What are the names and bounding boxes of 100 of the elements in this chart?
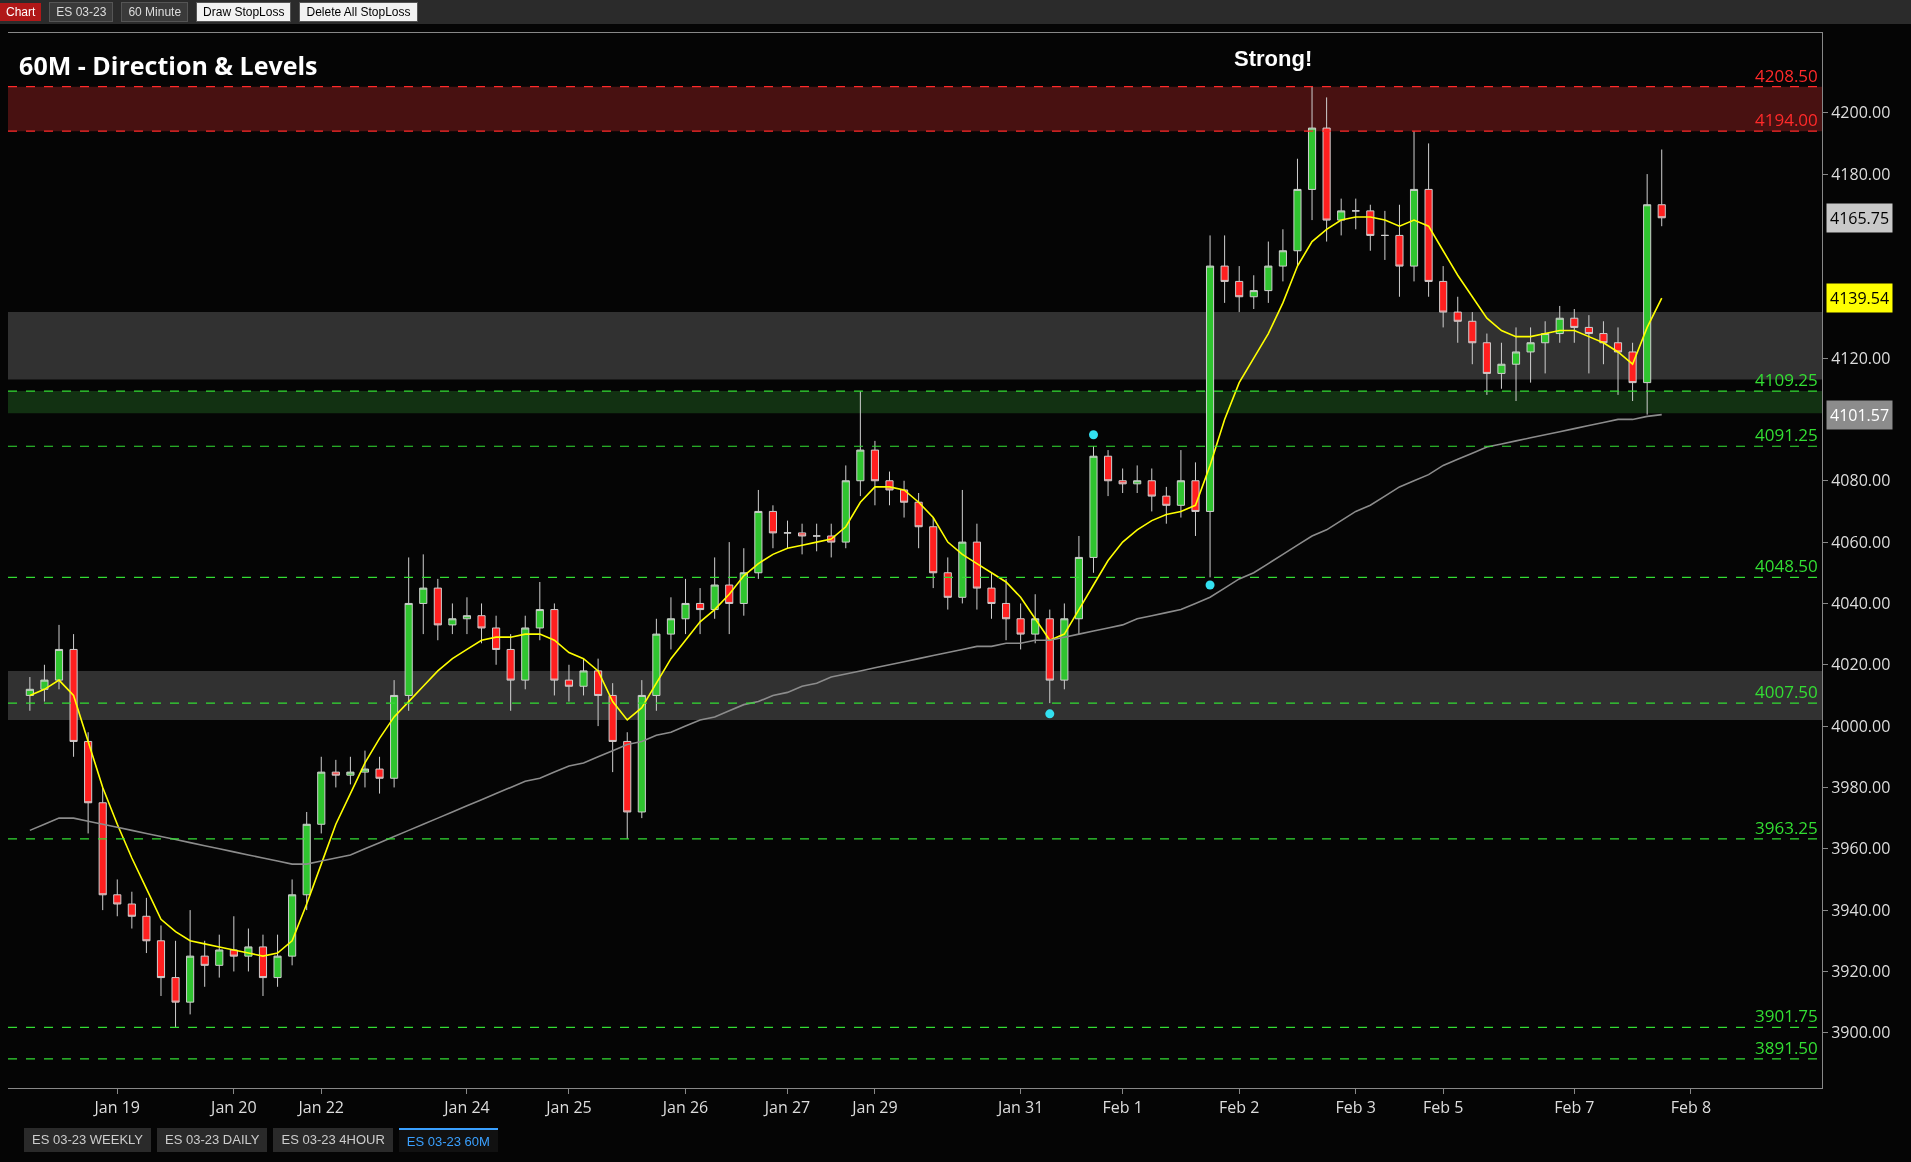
candlestick: [1220, 234, 1229, 304]
candlestick: [346, 756, 355, 785]
x-tick-label: Jan 20: [209, 1096, 257, 1119]
candlestick: [229, 915, 238, 972]
y-tick-label: 3960.00: [1831, 837, 1891, 860]
candlestick: [929, 517, 938, 589]
candlestick: [900, 480, 909, 519]
candlestick: [156, 924, 166, 997]
candlestick: [798, 523, 807, 555]
candlestick: [1118, 467, 1127, 494]
y-tick-label: 3940.00: [1831, 898, 1891, 921]
candlestick: [258, 934, 268, 997]
candlestick: [1089, 445, 1098, 574]
candlestick: [404, 556, 413, 712]
ref-line-label: 3901.75: [1755, 1004, 1818, 1027]
candlestick: [1511, 326, 1521, 402]
candlestick: [1628, 342, 1637, 402]
text: Draw StopLoss: [196, 2, 292, 22]
x-tick-label: Jan 19: [92, 1096, 141, 1119]
candlestick: [1031, 593, 1040, 644]
candlestick: [1497, 342, 1506, 390]
ref-line-label: 4208.50: [1755, 64, 1818, 87]
ref-line-label: 4091.25: [1755, 423, 1818, 446]
candlestick: [1045, 609, 1054, 704]
candlestick: [1147, 467, 1156, 512]
candlestick: [637, 679, 646, 819]
text: 60M - Direction & Levels: [19, 47, 318, 82]
candlestick: [652, 618, 661, 712]
y-tick-label: 4120.00: [1831, 346, 1891, 369]
y-tick-label: 3980.00: [1831, 776, 1891, 799]
candlestick: [331, 759, 340, 788]
text: 4139.54: [1830, 287, 1890, 309]
y-tick-label: 4200.00: [1831, 101, 1891, 124]
line-series: [29, 413, 1663, 865]
candlestick: [1176, 449, 1185, 519]
candlestick: [1205, 234, 1215, 578]
x-tick-label: Jan 27: [762, 1096, 811, 1119]
candlestick: [1468, 311, 1477, 365]
point: [1088, 430, 1098, 440]
x-tick-label: Jan 26: [660, 1096, 709, 1119]
x-tick-label: Jan 29: [850, 1096, 898, 1119]
candlestick: [302, 811, 311, 911]
y-tick-label: 4000.00: [1831, 714, 1891, 737]
candlestick: [812, 523, 821, 552]
candlestick: [1278, 228, 1287, 282]
candlestick: [360, 750, 370, 788]
y-tick-label: 4020.00: [1831, 653, 1891, 676]
candlestick: [1395, 204, 1404, 298]
candlestick: [288, 878, 297, 966]
text: 4165.75: [1830, 207, 1890, 229]
candlestick: [1249, 274, 1258, 310]
candlestick: [1366, 204, 1375, 252]
candlestick: [681, 578, 690, 635]
candlestick: [972, 523, 981, 611]
y-tick-label: 4180.00: [1831, 162, 1891, 185]
candlestick: [1657, 149, 1666, 227]
candlestick: [127, 891, 136, 930]
annotation: Strong!: [1234, 46, 1313, 71]
text: ES 03-23: [49, 2, 114, 22]
candlestick: [550, 602, 559, 696]
candlestick: [594, 658, 603, 727]
candlestick: [1060, 602, 1069, 690]
candlestick: [448, 602, 457, 635]
candlestick: [870, 440, 879, 506]
y-tick-label: 4080.00: [1831, 469, 1891, 492]
candlestick: [1293, 158, 1302, 267]
text: ES 03-23 4HOUR: [273, 1128, 393, 1152]
candlestick: [768, 504, 778, 549]
x-tick-label: Jan 31: [995, 1096, 1044, 1119]
candlestick: [623, 731, 632, 840]
y-tick-label: 3920.00: [1831, 960, 1891, 983]
candlestick: [200, 940, 209, 988]
ref-line-label: 4048.50: [1755, 554, 1818, 577]
candlestick: [521, 615, 530, 690]
candlestick: [1482, 333, 1491, 396]
candlestick: [1584, 314, 1593, 374]
x-tick-label: Feb 1: [1102, 1096, 1143, 1119]
candlestick: [1001, 578, 1011, 641]
candlestick: [856, 390, 865, 497]
candlestick: [535, 581, 544, 641]
candlestick: [914, 492, 923, 549]
candlestick: [783, 520, 792, 549]
text: 60 Minute: [121, 2, 189, 22]
candlestick: [1103, 449, 1113, 497]
candlestick: [608, 682, 617, 773]
candlestick: [754, 489, 763, 580]
candlestick: [142, 897, 151, 954]
candlestick: [958, 489, 967, 604]
candlestick: [1380, 210, 1389, 261]
candlestick: [84, 731, 93, 834]
candlestick: [1526, 326, 1535, 384]
text: ES 03-23 DAILY: [157, 1128, 268, 1152]
candlestick: [1541, 320, 1550, 374]
candlestick: [739, 547, 748, 617]
candlestick: [477, 602, 486, 644]
candlestick: [492, 615, 501, 666]
candlestick: [40, 664, 49, 703]
candlestick: [215, 934, 224, 979]
candlestick: [1643, 173, 1652, 416]
candlestick: [1409, 130, 1419, 282]
